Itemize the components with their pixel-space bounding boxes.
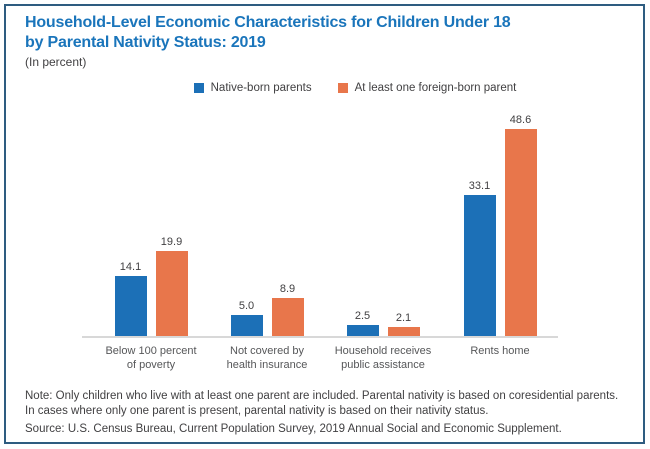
bar-foreign-born [387,327,420,336]
bar-value-label: 2.5 [354,310,371,323]
plot-area: 14.1 19.9 5.0 8.9 2.5 2.1 33.1 48.6 [82,114,558,338]
legend-item-native-born: Native-born parents [193,82,312,94]
bar-with-label: 2.5 [346,310,379,336]
bar-group: 14.1 19.9 [114,236,188,336]
chart-title: Household-Level Economic Characteristics… [25,13,511,53]
note-text: Note: Only children who live with at lea… [25,390,619,417]
chart-subtitle: (In percent) [25,55,87,69]
bar-native-born [463,195,496,336]
bar-with-label: 33.1 [463,180,496,336]
bar-group: 33.1 48.6 [463,114,537,336]
category-label: Rents home [470,345,530,357]
legend: Native-born parents At least one foreign… [60,82,650,94]
legend-swatch-blue [193,83,204,93]
category-label: Below 100 percent of poverty [105,345,197,371]
bar-with-label: 19.9 [155,236,188,336]
bar-foreign-born [271,298,304,336]
bar-group: 2.5 2.1 [346,310,420,336]
bar-value-label: 5.0 [238,299,255,312]
bar-with-label: 48.6 [504,114,537,336]
category-label: Household receives public assistance [334,345,432,371]
bar-with-label: 2.1 [387,312,420,336]
bar-with-label: 8.9 [271,283,304,336]
source-text: Source: U.S. Census Bureau, Current Popu… [25,423,562,435]
legend-swatch-orange [337,83,348,93]
category-axis-labels: Below 100 percent of poverty Not covered … [82,344,558,380]
bar-native-born [346,325,379,336]
chart-title-line-1: Household-Level Economic Characteristics… [25,14,511,31]
chart-title-line-2: by Parental Nativity Status: 2019 [25,34,266,51]
bar-native-born [114,276,147,336]
bar-with-label: 5.0 [230,299,263,336]
bar-value-label: 2.1 [395,312,412,325]
category-label: Not covered by health insurance [226,345,308,371]
bar-native-born [230,314,263,336]
bar-foreign-born [155,251,188,336]
legend-label-foreign-born: At least one foreign-born parent [354,82,517,94]
bar-value-label: 33.1 [468,180,491,193]
bar-with-label: 14.1 [114,261,147,336]
footnotes: Note: Only children who live with at lea… [25,389,625,440]
bar-foreign-born [504,129,537,336]
bar-value-label: 48.6 [509,114,532,127]
legend-label-native-born: Native-born parents [210,82,312,94]
bar-value-label: 19.9 [160,236,183,249]
bar-value-label: 8.9 [279,283,296,296]
bar-group: 5.0 8.9 [230,283,304,336]
bar-value-label: 14.1 [119,261,142,274]
legend-item-foreign-born: At least one foreign-born parent [337,82,517,94]
